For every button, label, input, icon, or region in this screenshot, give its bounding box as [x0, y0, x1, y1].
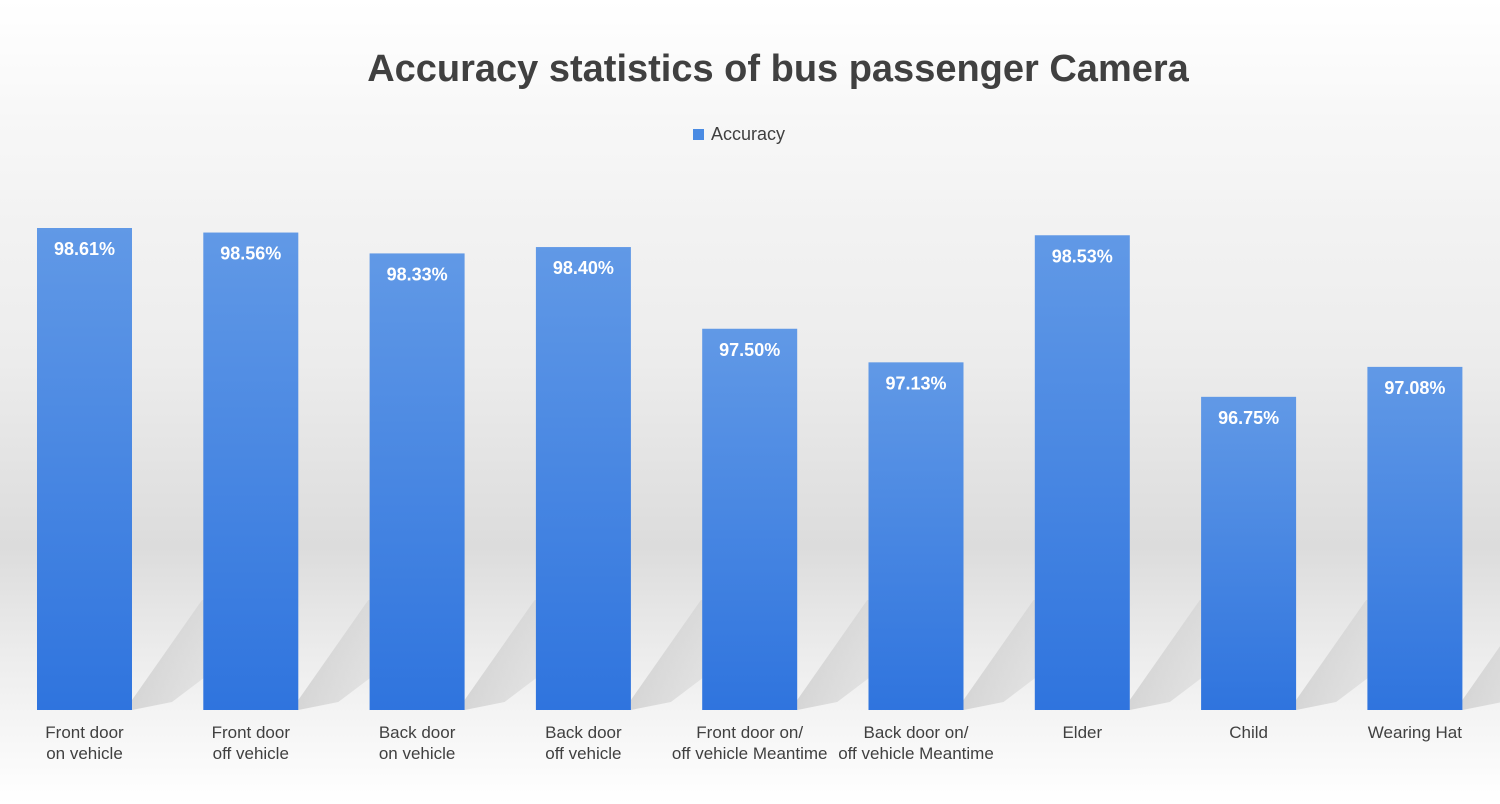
- category-label: on vehicle: [379, 744, 456, 763]
- chart-title: Accuracy statistics of bus passenger Cam…: [367, 48, 1189, 90]
- category-label: Back door: [379, 723, 456, 742]
- data-label: 98.53%: [1052, 246, 1113, 266]
- data-label: 96.75%: [1218, 408, 1279, 428]
- bar-shadow: [1462, 646, 1500, 710]
- category-label: Front door: [45, 723, 124, 742]
- bar: [702, 328, 798, 710]
- data-label: 97.50%: [719, 340, 780, 360]
- category-labels: Front door on vehicle Front door off vehicl…: [45, 723, 1462, 763]
- bar: [37, 228, 132, 710]
- data-label: 98.61%: [54, 239, 115, 259]
- category-label: Child: [1229, 723, 1268, 742]
- category-label: off vehicle Meantime: [838, 744, 994, 763]
- data-label: 98.40%: [553, 258, 614, 278]
- bar: [1201, 396, 1297, 710]
- data-label: 97.08%: [1384, 378, 1445, 398]
- legend-label: Accuracy: [710, 124, 786, 144]
- bar: [203, 232, 299, 710]
- category-label: Elder: [1062, 723, 1102, 742]
- data-labels: 98.61% 98.56% 98.33% 98.40% 97.50% 97.13% 98.5…: [54, 239, 1445, 428]
- legend-swatch: [692, 129, 704, 140]
- category-label: off vehicle Meantime: [672, 744, 828, 763]
- bar: [369, 253, 465, 710]
- data-label: 98.56%: [220, 244, 281, 264]
- bar: [1034, 235, 1130, 710]
- category-label: off vehicle: [213, 744, 289, 763]
- bar: [868, 362, 964, 710]
- data-label: 98.33%: [387, 264, 448, 284]
- category-label: on vehicle: [46, 744, 123, 763]
- category-label: Front door: [212, 723, 291, 742]
- data-label: 97.13%: [885, 373, 946, 393]
- category-label: Wearing Hat: [1368, 723, 1462, 742]
- category-label: Front door on/: [696, 723, 803, 742]
- bar: [535, 247, 631, 711]
- category-label: Back door: [545, 723, 622, 742]
- category-label: off vehicle: [545, 744, 621, 763]
- bar: [1367, 366, 1463, 710]
- bars: [37, 228, 1463, 711]
- legend: Accuracy: [0, 124, 1478, 145]
- category-label: Back door on/: [864, 723, 969, 742]
